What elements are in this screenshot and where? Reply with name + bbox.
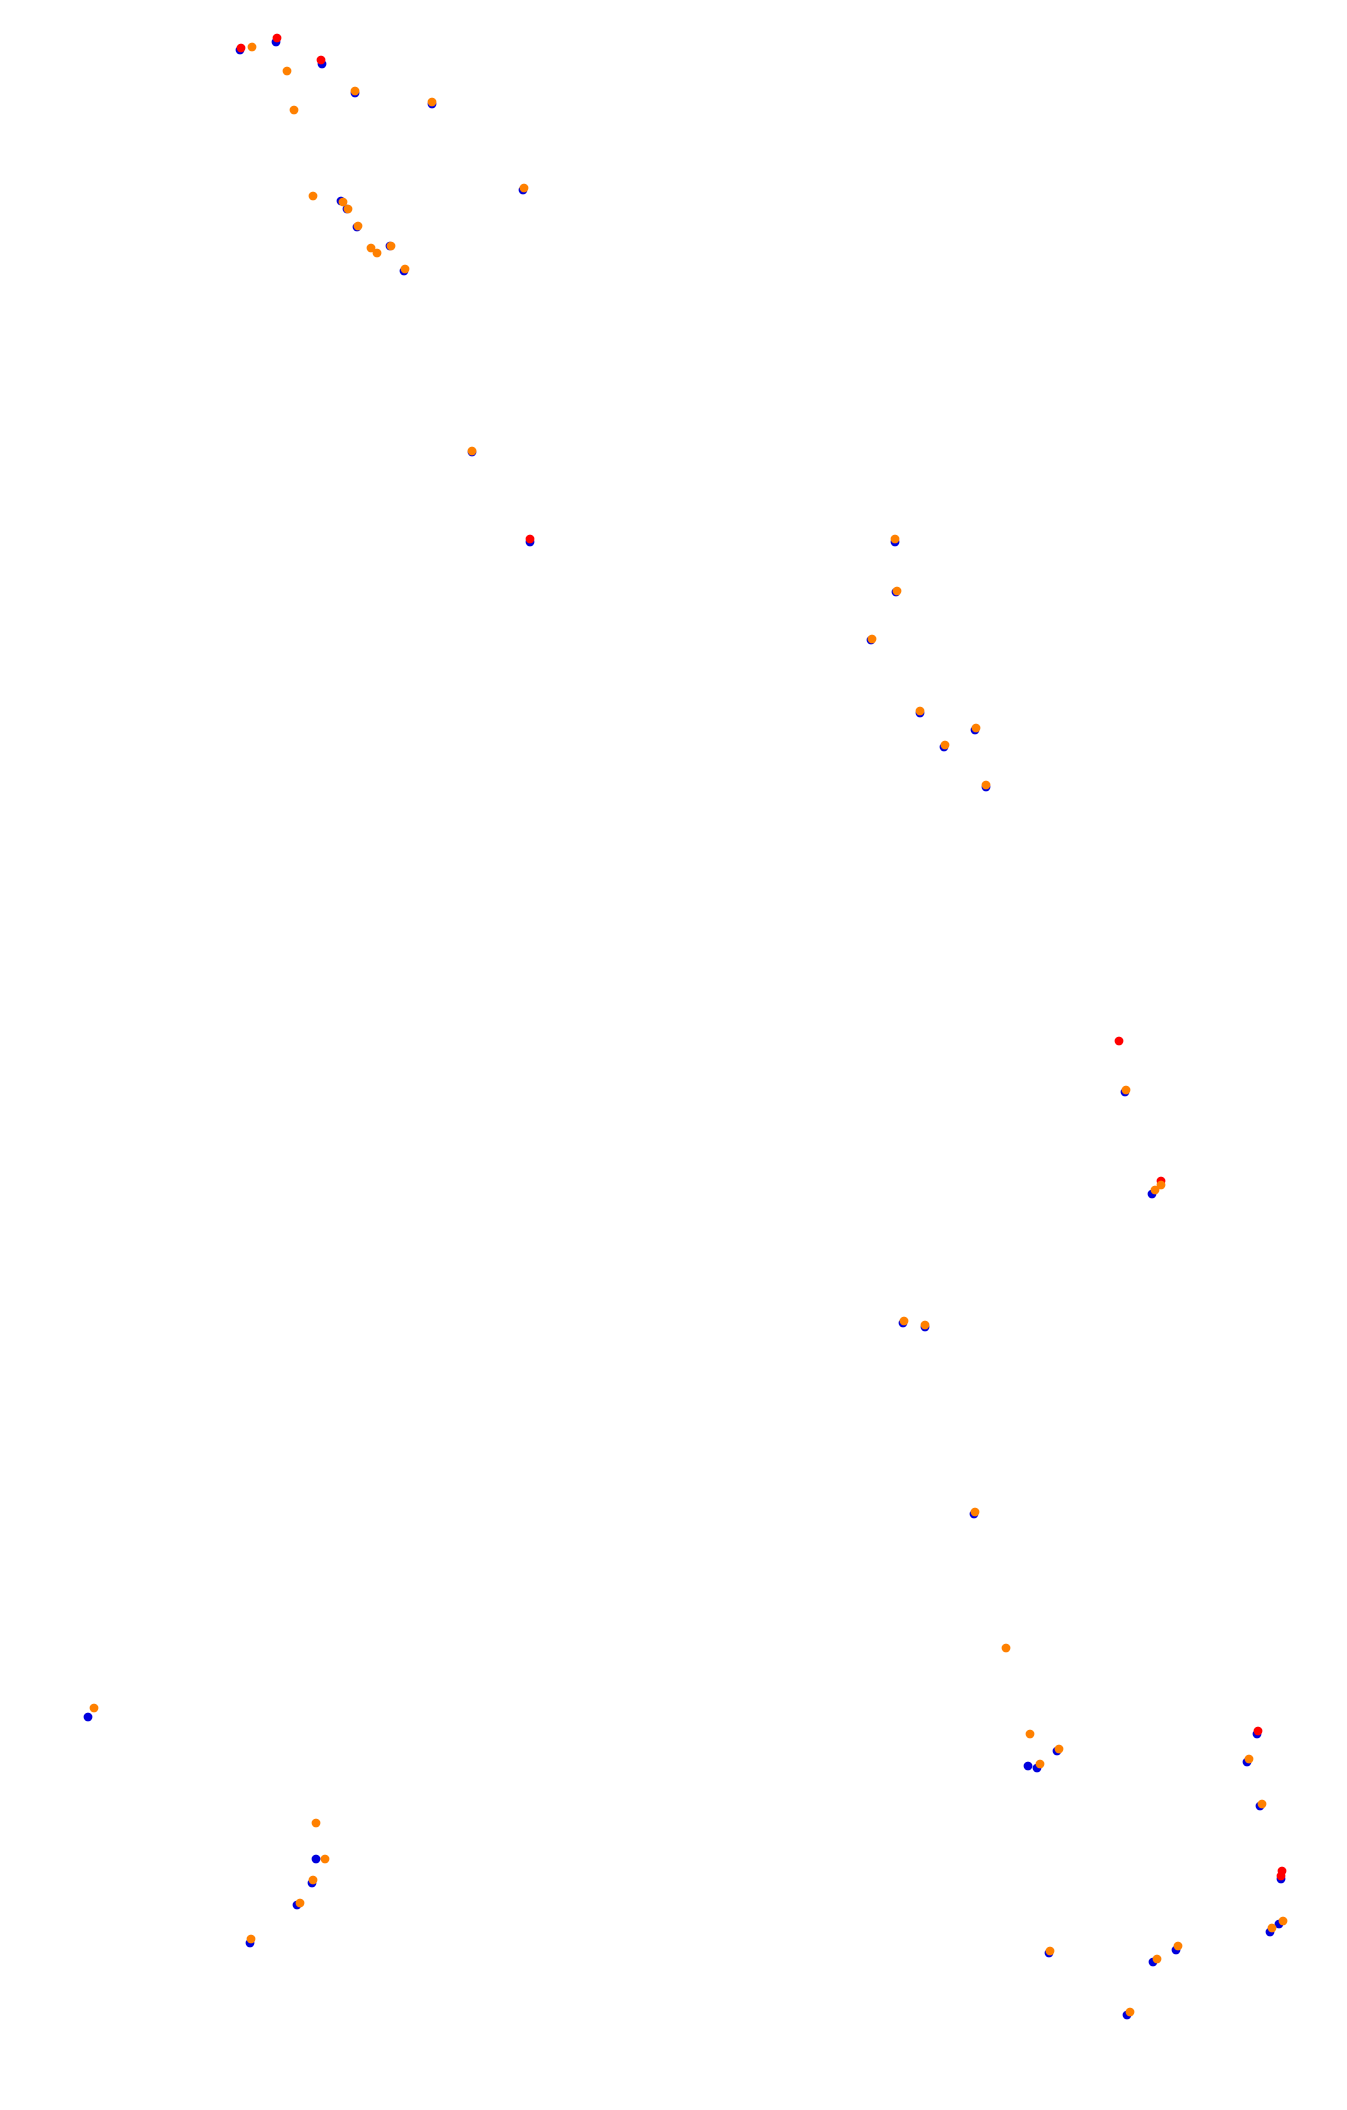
series-0-point-30	[1023, 1761, 1033, 1771]
series-2-point-37	[1035, 1759, 1045, 1769]
series-2-point-43	[1152, 1954, 1162, 1964]
series-2-point-2	[289, 105, 299, 115]
series-0-point-26	[311, 1854, 321, 1864]
series-1-point-1	[272, 33, 282, 43]
series-2-point-40	[1278, 1916, 1288, 1926]
series-2-point-4	[427, 97, 437, 107]
series-2-point-39	[1257, 1799, 1267, 1809]
series-2-point-9	[353, 221, 363, 231]
series-2-point-36	[1054, 1744, 1064, 1754]
series-2-point-5	[519, 183, 529, 193]
series-2-point-14	[467, 446, 477, 456]
series-2-point-15	[890, 534, 900, 544]
series-2-point-16	[892, 586, 902, 596]
series-2-point-34	[246, 1934, 256, 1944]
series-2-point-35	[1025, 1729, 1035, 1739]
series-2-point-26	[920, 1320, 930, 1330]
series-2-point-13	[400, 264, 410, 274]
series-1	[236, 33, 1287, 1881]
series-2-point-1	[282, 66, 292, 76]
series-1-point-2	[316, 55, 326, 65]
points-layer	[83, 33, 1288, 2020]
series-1-point-3	[525, 534, 535, 544]
series-2	[89, 42, 1288, 2017]
series-1-point-6	[1253, 1726, 1263, 1736]
series-2-point-21	[981, 780, 991, 790]
series-2-point-3	[350, 86, 360, 96]
series-1-point-8	[1276, 1871, 1286, 1881]
series-2-point-18	[915, 706, 925, 716]
series-2-point-45	[1125, 2007, 1135, 2017]
series-2-point-25	[899, 1316, 909, 1326]
series-2-point-24	[1150, 1185, 1160, 1195]
series-0-point-25	[83, 1712, 93, 1722]
series-2-point-42	[1173, 1941, 1183, 1951]
series-2-point-33	[295, 1898, 305, 1908]
series-2-point-11	[372, 248, 382, 258]
series-2-point-44	[1045, 1946, 1055, 1956]
series-2-point-29	[89, 1703, 99, 1713]
series-2-point-8	[343, 204, 353, 214]
series-2-point-19	[971, 723, 981, 733]
series-2-point-27	[970, 1507, 980, 1517]
series-2-point-7	[338, 197, 348, 207]
series-2-point-32	[308, 1875, 318, 1885]
series-2-point-0	[247, 42, 257, 52]
series-2-point-17	[867, 634, 877, 644]
series-2-point-6	[308, 191, 318, 201]
series-2-point-30	[311, 1818, 321, 1828]
series-2-point-22	[1121, 1085, 1131, 1095]
series-2-point-41	[1267, 1923, 1277, 1933]
series-2-point-10	[366, 243, 376, 253]
series-2-point-31	[320, 1854, 330, 1864]
series-2-point-23	[1156, 1180, 1166, 1190]
series-2-point-28	[1001, 1643, 1011, 1653]
series-1-point-4	[1114, 1036, 1124, 1046]
series-2-point-38	[1244, 1754, 1254, 1764]
series-2-point-20	[940, 740, 950, 750]
series-1-point-0	[236, 43, 246, 53]
series-2-point-12	[386, 241, 396, 251]
